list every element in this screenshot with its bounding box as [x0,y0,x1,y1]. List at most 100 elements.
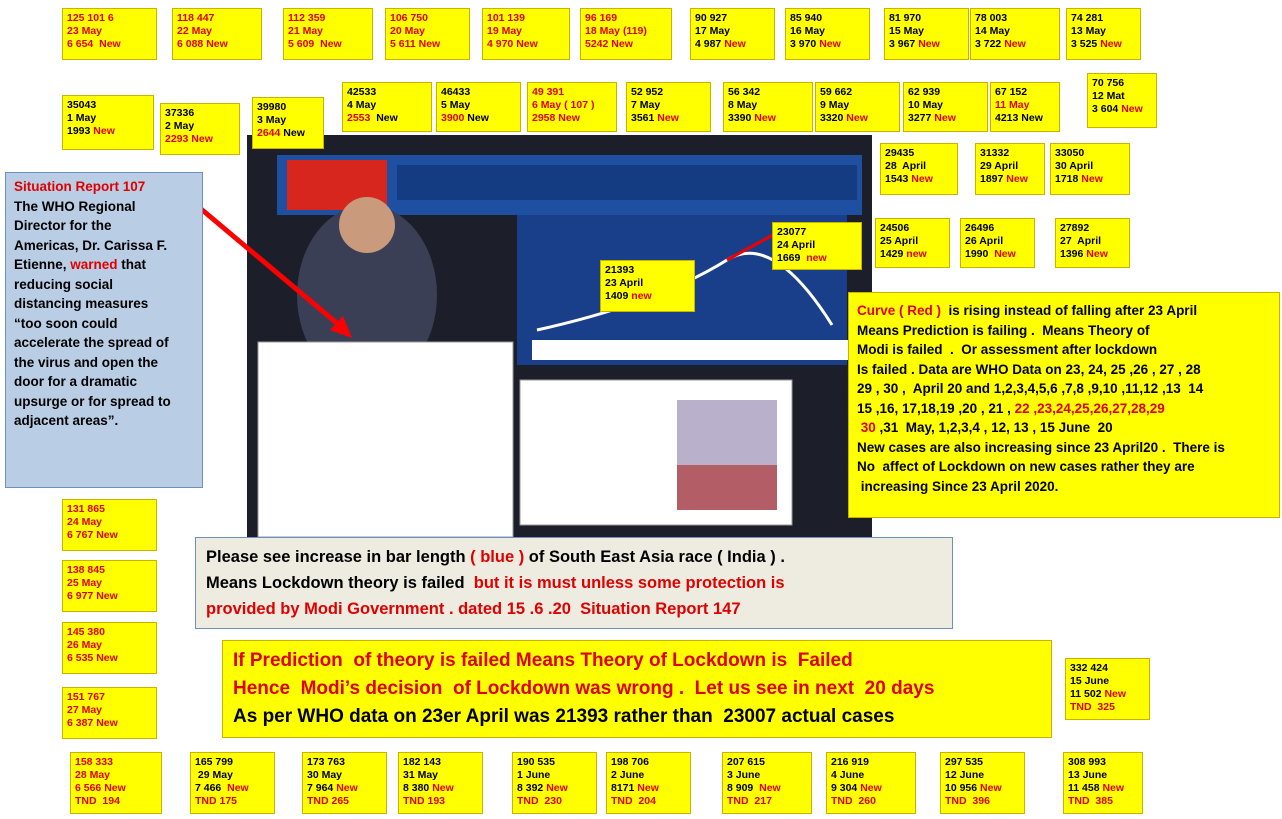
slide: Situation Report 107The WHO RegionalDire… [0,0,1282,819]
text-line: The WHO Regional [14,197,194,217]
text-line: 7 466 New [195,782,270,795]
text-line: 21393 [605,264,690,277]
text-segment: Situation Report 107 [14,179,145,194]
text-line: 125 101 6 [67,12,152,25]
text-line: 1 May [67,112,149,125]
text-segment: 13 May [1071,25,1106,37]
text-segment: If Prediction of theory is failed Means … [233,650,853,671]
text-segment: New [911,173,933,185]
text-line: 6 387 New [67,717,152,730]
text-segment: 8171 [611,782,637,794]
text-segment: accelerate the spread of [14,335,169,350]
text-line: 2 May [165,120,235,133]
text-line: 5 611 New [390,38,465,51]
text-segment: ,31 May, 1,2,3,4 , 12, 13 , 15 June 20 [876,420,1113,435]
text-segment: 15 June [1070,675,1109,687]
text-line: 3 970 New [790,38,865,51]
text-segment: 101 139 [487,12,525,24]
text-line: 138 845 [67,564,152,577]
text-line: 165 799 [195,756,270,769]
text-segment: 6 088 New [177,38,228,50]
text-segment: 19 May [487,25,522,37]
text-line: 25 May [67,577,152,590]
text-line: 26496 [965,222,1030,235]
text-line: 27 May [67,704,152,717]
text-segment: 90 927 [695,12,727,24]
text-segment: 332 424 [1070,662,1108,674]
text-segment: the virus and open the [14,355,158,370]
text-line: If Prediction of theory is failed Means … [233,647,1041,675]
text-line: 2553 New [347,112,427,125]
text-line: TND 230 [517,795,592,808]
text-line: 16 May [790,25,865,38]
text-line: 5242 New [585,38,667,51]
text-line: Modi is failed . Or assessment after loc… [857,340,1271,360]
text-segment: 29 , 30 , April 20 and 1,2,3,4,5,6 ,7,8 … [857,381,1203,396]
text-segment: 3 967 [889,38,918,50]
text-line: 118 447 [177,12,257,25]
text-segment: 6 May ( 107 ) [532,99,594,111]
text-segment: TND 175 [195,795,237,807]
text-segment: of South East Asia race ( India ) . [524,548,785,566]
text-line: 6 566 New [75,782,157,795]
text-segment: 106 750 [390,12,428,24]
text-segment: is rising instead of falling after 23 Ap… [941,303,1197,318]
text-line: 131 865 [67,503,152,516]
text-segment: New [467,112,489,124]
text-segment: 138 845 [67,564,105,576]
text-segment: 3 May [257,114,286,126]
text-segment: 6 566 New [75,782,126,794]
text-line: accelerate the spread of [14,333,194,353]
text-line: 29 , 30 , April 20 and 1,2,3,4,5,6 ,7,8 … [857,379,1271,399]
text-line: 9 304 New [831,782,911,795]
text-line: reducing social [14,275,194,295]
text-segment: New [637,782,659,794]
text-segment: 9 May [820,99,849,111]
text-line: 1409 new [605,290,690,303]
text-segment: 30 [857,420,876,435]
text-line: 29 April [980,160,1040,173]
text-segment: 216 919 [831,756,869,768]
text-segment: 39980 [257,101,286,113]
text-line: 13 June [1068,769,1138,782]
text-segment: 207 615 [727,756,765,768]
text-line: 4 970 New [487,38,565,51]
text-line: TND 385 [1068,795,1138,808]
text-segment: 21 May [288,25,323,37]
text-line: 6 May ( 107 ) [532,99,612,112]
text-segment: 158 333 [75,756,113,768]
text-segment: 125 101 6 [67,12,114,24]
text-line: Situation Report 107 [14,177,194,197]
text-line: Please see increase in bar length ( blue… [206,544,942,570]
text-segment: new [906,248,926,260]
text-segment: reducing social [14,277,113,292]
text-segment: 8 380 [403,782,432,794]
text-segment: 4 987 [695,38,724,50]
text-segment: 2958 New [532,112,580,124]
text-segment: 5 611 New [390,38,440,50]
text-segment: 30 April [1055,160,1093,172]
text-segment: New [754,112,776,124]
text-segment: 15 ,16, 17,18,19 ,20 , 21 , [857,401,1015,416]
text-segment: New cases are also increasing since 23 A… [857,440,1225,455]
text-segment: 28 April [885,160,926,172]
text-segment: TND 260 [831,795,876,807]
text-segment: 85 940 [790,12,822,24]
text-line: 1429 new [880,248,945,261]
text-line: 3 May [257,114,319,127]
